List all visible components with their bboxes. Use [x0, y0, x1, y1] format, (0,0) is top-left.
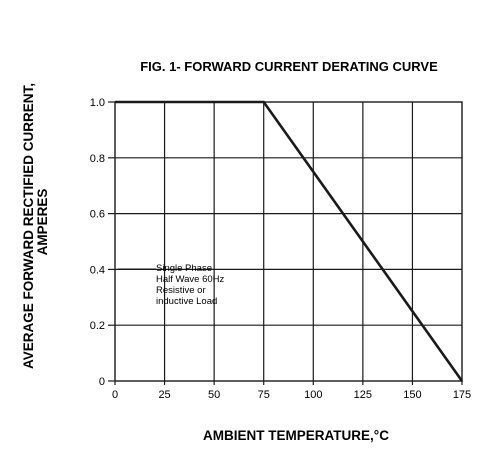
annotation-line-2: Half Wave 60Hz [156, 274, 225, 285]
x-tick-label-5: 125 [354, 389, 372, 401]
annotation: Single Phase Half Wave 60Hz Resistive or… [118, 263, 225, 307]
y-tick-label-2: 0.4 [90, 264, 105, 276]
grid [115, 102, 462, 381]
x-tick-label-2: 50 [208, 389, 220, 401]
y-axis-label-line-2: AMPERES [35, 189, 50, 256]
y-tick-label-5: 1.0 [90, 97, 105, 109]
y-tick-label-0: 0 [99, 376, 105, 388]
x-tick-label-1: 25 [158, 389, 170, 401]
x-tick-label-6: 150 [403, 389, 421, 401]
y-axis-label-line-1: AVERAGE FORWARD RECTIFIED CURRENT, [21, 83, 36, 369]
chart-title: FIG. 1- FORWARD CURRENT DERATING CURVE [140, 59, 438, 74]
annotation-line-1: Single Phase [156, 263, 212, 274]
plot-frame [114, 101, 463, 382]
series-line-0 [115, 100, 464, 382]
x-tick-label-7: 175 [453, 389, 471, 401]
y-axis: 0 0.2 0.4 0.6 0.8 1.0 [90, 97, 115, 388]
x-tick-label-0: 0 [112, 389, 118, 401]
x-tick-label-4: 100 [304, 389, 322, 401]
x-tick-label-3: 75 [258, 389, 270, 401]
y-tick-label-4: 0.8 [90, 153, 105, 165]
y-tick-label-3: 0.6 [90, 209, 105, 221]
x-axis-label: AMBIENT TEMPERATURE,°C [203, 428, 389, 443]
annotation-line-3: Resistive or [156, 285, 206, 296]
series [115, 100, 464, 382]
x-axis: 0 25 50 75 100 125 150 175 [112, 381, 471, 401]
y-tick-label-1: 0.2 [90, 320, 105, 332]
annotation-line-4: inductive Load [156, 296, 217, 307]
